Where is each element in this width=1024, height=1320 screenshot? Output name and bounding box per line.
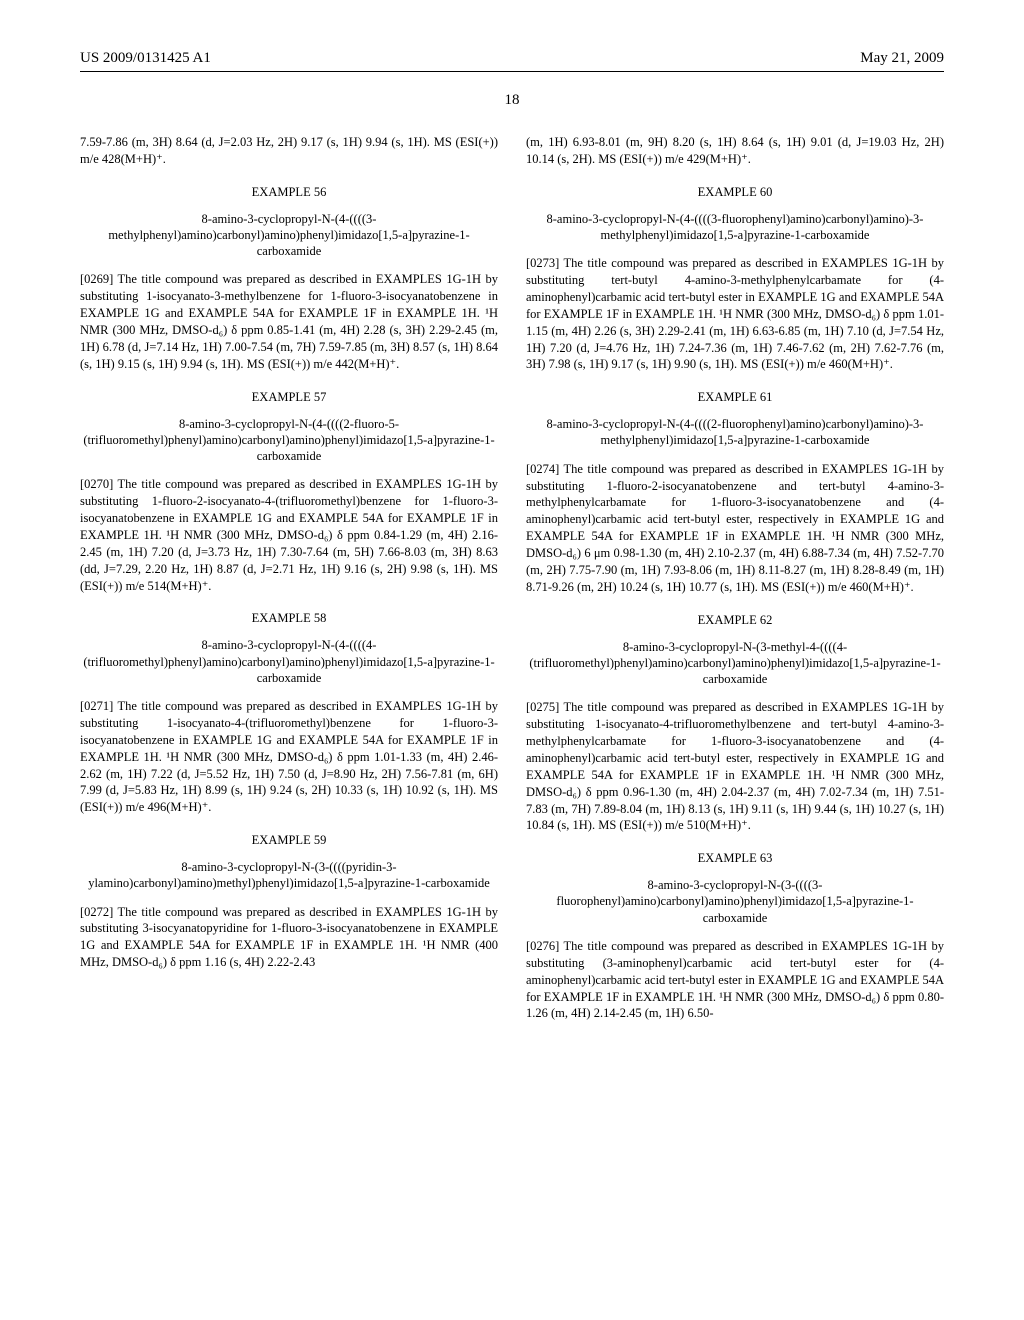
page-header: US 2009/0131425 A1 May 21, 2009: [80, 50, 944, 72]
example-label: EXAMPLE 58: [80, 610, 498, 627]
example-label: EXAMPLE 61: [526, 389, 944, 406]
example-title: 8-amino-3-cyclopropyl-N-(4-((((3-fluorop…: [526, 211, 944, 244]
example-body: [0270] The title compound was prepared a…: [80, 476, 498, 594]
example-label: EXAMPLE 63: [526, 850, 944, 867]
example-body: [0275] The title compound was prepared a…: [526, 699, 944, 834]
right-column: (m, 1H) 6.93-8.01 (m, 9H) 8.20 (s, 1H) 8…: [526, 134, 944, 1028]
example-title: 8-amino-3-cyclopropyl-N-(3-methyl-4-((((…: [526, 639, 944, 688]
example-title: 8-amino-3-cyclopropyl-N-(4-((((2-fluoro-…: [80, 416, 498, 465]
example-body: [0274] The title compound was prepared a…: [526, 461, 944, 596]
left-column: 7.59-7.86 (m, 3H) 8.64 (d, J=2.03 Hz, 2H…: [80, 134, 498, 1028]
page-container: US 2009/0131425 A1 May 21, 2009 18 7.59-…: [0, 0, 1024, 1068]
example-body: [0273] The title compound was prepared a…: [526, 255, 944, 373]
example-title: 8-amino-3-cyclopropyl-N-(3-((((3-fluorop…: [526, 877, 944, 926]
orphan-paragraph: (m, 1H) 6.93-8.01 (m, 9H) 8.20 (s, 1H) 8…: [526, 134, 944, 168]
example-body: [0276] The title compound was prepared a…: [526, 938, 944, 1022]
patent-number: US 2009/0131425 A1: [80, 50, 211, 67]
example-body: [0271] The title compound was prepared a…: [80, 698, 498, 816]
example-title: 8-amino-3-cyclopropyl-N-(3-((((pyridin-3…: [80, 859, 498, 892]
page-number: 18: [80, 92, 944, 109]
example-title: 8-amino-3-cyclopropyl-N-(4-((((2-fluorop…: [526, 416, 944, 449]
orphan-paragraph: 7.59-7.86 (m, 3H) 8.64 (d, J=2.03 Hz, 2H…: [80, 134, 498, 168]
publication-date: May 21, 2009: [860, 50, 944, 67]
example-title: 8-amino-3-cyclopropyl-N-(4-((((3-methylp…: [80, 211, 498, 260]
example-title: 8-amino-3-cyclopropyl-N-(4-((((4-(triflu…: [80, 637, 498, 686]
two-column-layout: 7.59-7.86 (m, 3H) 8.64 (d, J=2.03 Hz, 2H…: [80, 134, 944, 1028]
example-label: EXAMPLE 62: [526, 612, 944, 629]
example-body: [0272] The title compound was prepared a…: [80, 904, 498, 972]
example-label: EXAMPLE 59: [80, 832, 498, 849]
example-label: EXAMPLE 57: [80, 389, 498, 406]
example-label: EXAMPLE 56: [80, 184, 498, 201]
example-label: EXAMPLE 60: [526, 184, 944, 201]
example-body: [0269] The title compound was prepared a…: [80, 271, 498, 372]
